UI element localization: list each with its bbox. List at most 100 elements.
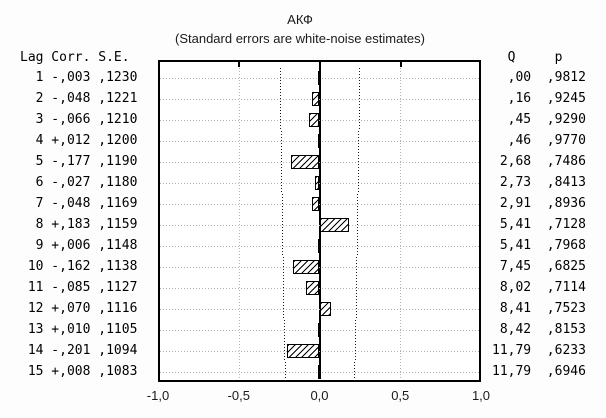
x-tick-label: 0,5 xyxy=(391,388,410,403)
x-tick-label: 1,0 xyxy=(471,388,491,403)
acf-table-row-left: 14 -,201 ,1094 xyxy=(20,343,138,358)
acf-table-row-left: 2 -,048 ,1221 xyxy=(20,91,138,106)
confidence-line xyxy=(358,89,360,110)
confidence-line xyxy=(284,341,286,362)
acf-table-row-left: 1 -,003 ,1230 xyxy=(20,70,138,85)
row-gridline xyxy=(160,183,479,184)
confidence-line xyxy=(282,215,284,236)
acf-table-row-right: 2,91 ,8936 xyxy=(492,196,586,211)
row-gridline xyxy=(160,120,479,121)
confidence-line xyxy=(354,341,356,362)
chart-subtitle: (Standard errors are white-noise estimat… xyxy=(175,31,425,46)
acf-bar xyxy=(318,239,321,253)
acf-table-row-left: 3 -,066 ,1210 xyxy=(20,112,138,127)
acf-bar xyxy=(293,260,320,274)
acf-table-row-right: 7,45 ,6825 xyxy=(492,259,586,274)
confidence-line xyxy=(281,152,283,173)
confidence-line xyxy=(280,110,282,131)
acf-table-row-left: 11 -,085 ,1127 xyxy=(20,280,138,295)
acf-table-row-right: 8,02 ,7114 xyxy=(492,280,586,295)
row-gridline xyxy=(160,99,479,100)
plot-frame xyxy=(158,60,481,62)
acf-bar xyxy=(311,92,320,106)
acf-table-row-left: 10 -,162 ,1138 xyxy=(20,259,138,274)
confidence-line xyxy=(282,236,284,257)
acf-bar xyxy=(315,176,320,190)
confidence-line xyxy=(355,299,357,320)
acf-table-row-left: 5 -,177 ,1190 xyxy=(20,154,138,169)
confidence-line xyxy=(357,173,359,194)
acf-table-row-right: ,16 ,9245 xyxy=(492,91,586,106)
acf-bar xyxy=(305,281,320,295)
acf-table-row-right: 11,79 ,6946 xyxy=(492,364,586,379)
confidence-line xyxy=(284,362,286,383)
acf-table-row-left: 4 +,012 ,1200 xyxy=(20,133,138,148)
left-table-header: Lag Corr. S.E. xyxy=(20,50,130,65)
x-gridline xyxy=(400,62,402,380)
plot-frame xyxy=(158,380,481,382)
x-tick-label: -1,0 xyxy=(146,388,170,403)
row-gridline xyxy=(160,162,479,163)
confidence-line xyxy=(280,131,282,152)
acf-bar xyxy=(318,71,321,85)
confidence-line xyxy=(283,278,285,299)
acf-table-row-right: 2,68 ,7486 xyxy=(492,154,586,169)
confidence-line xyxy=(357,194,359,215)
x-gridline xyxy=(238,62,240,380)
acf-bar xyxy=(318,323,321,337)
confidence-line xyxy=(356,236,358,257)
confidence-line xyxy=(281,173,283,194)
confidence-line xyxy=(356,257,358,278)
x-tick-label: -0,5 xyxy=(227,388,250,403)
acf-bar xyxy=(311,197,320,211)
acf-table-row-right: 11,79 ,6233 xyxy=(492,343,586,358)
row-gridline xyxy=(160,267,479,268)
row-gridline xyxy=(160,204,479,205)
acf-bar xyxy=(290,155,320,169)
axis-tick xyxy=(238,62,241,67)
plot-area xyxy=(158,60,481,383)
right-table-header: Q p xyxy=(492,50,563,65)
plot-frame xyxy=(158,60,160,382)
acf-bar xyxy=(319,302,331,316)
acf-table-row-left: 6 -,027 ,1180 xyxy=(20,175,138,190)
acf-table-row-left: 13 +,010 ,1105 xyxy=(20,322,138,337)
acf-bar xyxy=(287,344,320,358)
acf-table-row-left: 7 -,048 ,1169 xyxy=(20,196,138,211)
plot-frame xyxy=(479,60,481,382)
acf-table-row-left: 9 +,006 ,1148 xyxy=(20,238,138,253)
confidence-line xyxy=(280,89,282,110)
acf-table-row-left: 15 +,008 ,1083 xyxy=(20,364,138,379)
chart-title: АКФ xyxy=(287,12,313,27)
acf-table-row-right: 5,41 ,7968 xyxy=(492,238,586,253)
confidence-line xyxy=(356,215,358,236)
acf-table-row-right: ,46 ,9770 xyxy=(492,133,586,148)
acf-table-row-right: ,00 ,9812 xyxy=(492,70,586,85)
row-gridline xyxy=(160,351,479,352)
confidence-line xyxy=(281,194,283,215)
acf-bar xyxy=(318,134,321,148)
acf-table-row-left: 8 +,183 ,1159 xyxy=(20,217,138,232)
acf-table-row-left: 12 +,070 ,1116 xyxy=(20,301,138,316)
acf-bar xyxy=(318,365,321,379)
confidence-line xyxy=(282,257,284,278)
acf-table-row-right: ,45 ,9290 xyxy=(492,112,586,127)
acf-bar xyxy=(308,113,320,127)
acf-table-row-right: 8,42 ,8153 xyxy=(492,322,586,337)
confidence-line xyxy=(357,152,359,173)
acf-table-row-right: 5,41 ,7128 xyxy=(492,217,586,232)
confidence-line xyxy=(355,278,357,299)
confidence-line xyxy=(358,131,360,152)
confidence-line xyxy=(279,68,281,89)
confidence-line xyxy=(355,320,357,341)
acf-table-row-right: 2,73 ,8413 xyxy=(492,175,586,190)
confidence-line xyxy=(354,362,356,383)
confidence-line xyxy=(358,110,360,131)
acf-table-row-right: 8,41 ,7523 xyxy=(492,301,586,316)
confidence-line xyxy=(283,299,285,320)
acf-bar xyxy=(319,218,350,232)
axis-tick xyxy=(399,62,402,67)
row-gridline xyxy=(160,288,479,289)
confidence-line xyxy=(359,68,361,89)
